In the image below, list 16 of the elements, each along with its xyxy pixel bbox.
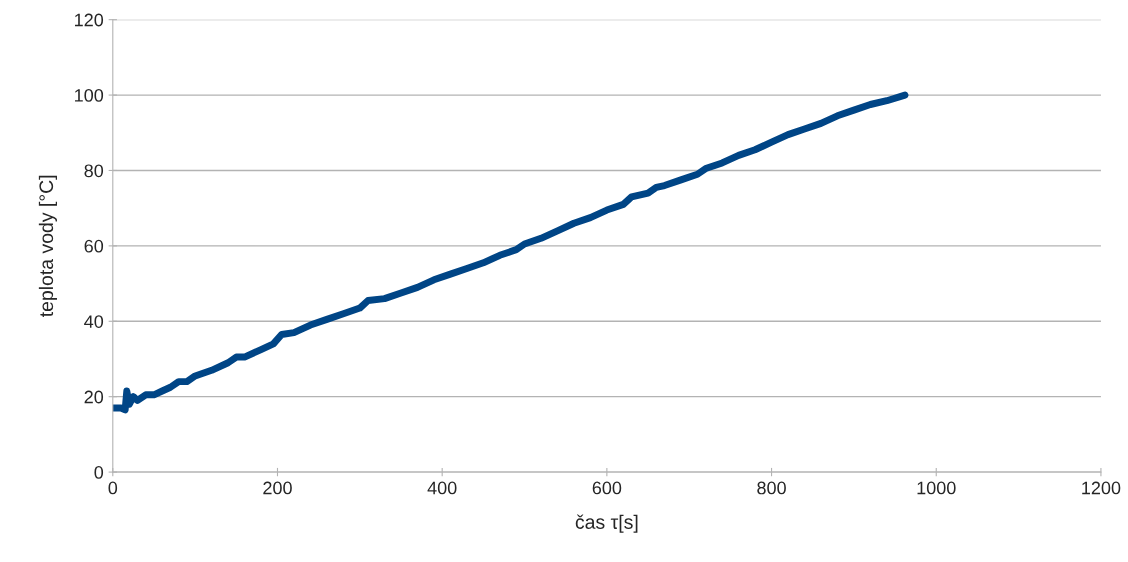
x-tick-label: 600 bbox=[592, 481, 622, 495]
y-axis-title: teplota vody [°C] bbox=[38, 175, 57, 318]
x-tick-label: 800 bbox=[757, 481, 786, 495]
y-tick-label: 20 bbox=[84, 390, 104, 404]
y-tick-label: 80 bbox=[84, 164, 104, 178]
y-tick-label: 120 bbox=[75, 13, 104, 27]
y-tick-label: 0 bbox=[94, 466, 104, 479]
x-tick-label: 200 bbox=[263, 481, 292, 495]
y-tick-label: 40 bbox=[84, 315, 104, 328]
y-tick-label: 60 bbox=[84, 239, 104, 253]
x-tick-label: 1000 bbox=[917, 481, 956, 495]
x-axis-title: čas τ[s] bbox=[575, 514, 638, 533]
y-tick-label: 100 bbox=[75, 89, 104, 102]
x-tick-label: 1200 bbox=[1082, 481, 1121, 495]
x-tick-label: 400 bbox=[427, 481, 457, 495]
x-tick-label: 0 bbox=[108, 481, 118, 495]
